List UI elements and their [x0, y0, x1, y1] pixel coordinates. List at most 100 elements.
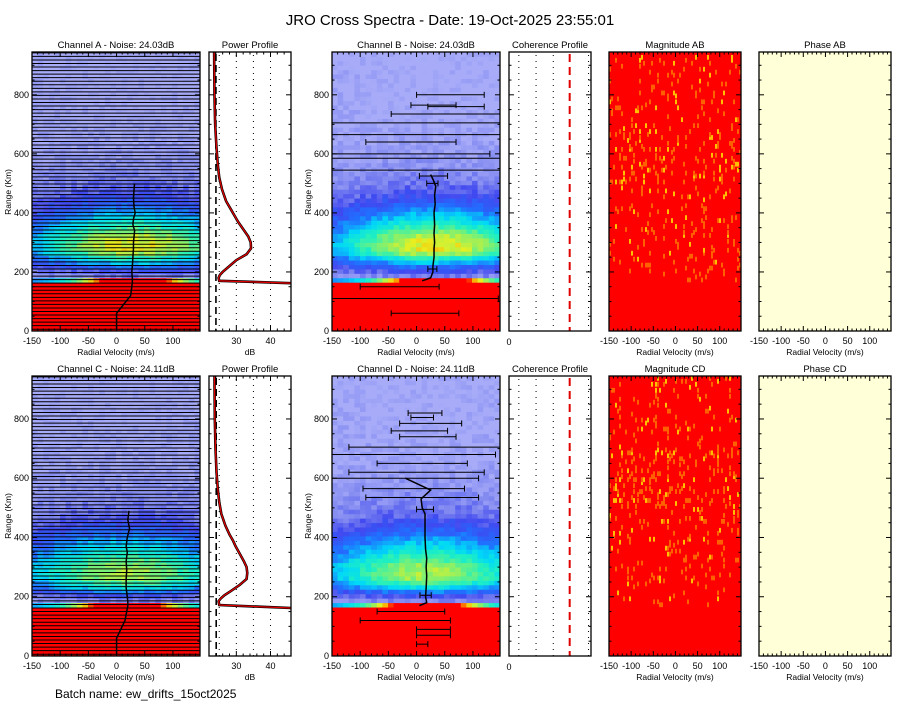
heatmap-cell [466, 131, 473, 137]
heatmap-cell [455, 122, 462, 128]
heatmap-cell [477, 238, 484, 243]
heatmap-cell [76, 52, 83, 57]
magnitude-cell [703, 99, 705, 105]
heatmap-cell [466, 264, 473, 270]
heatmap-cell [82, 83, 89, 88]
heatmap-cell [444, 224, 450, 230]
magnitude-cell [735, 215, 737, 220]
heatmap-cell [343, 65, 350, 71]
magnitude-cell [677, 244, 679, 250]
heatmap-cell [416, 83, 422, 88]
heatmap-cell [172, 91, 178, 97]
heatmap-cell [337, 52, 344, 57]
heatmap-cell [332, 74, 338, 79]
heatmap-cell [371, 78, 378, 84]
heatmap-cell [337, 211, 344, 217]
heatmap-cell [494, 273, 501, 279]
heatmap-cell [116, 211, 122, 217]
magnitude-cell [703, 158, 705, 164]
heatmap-cell [332, 282, 338, 288]
heatmap-cell [54, 269, 61, 274]
heatmap-cell [360, 198, 366, 203]
channel-b-ylabel: Range (Km) [303, 169, 313, 215]
heatmap-cell [348, 207, 355, 212]
heatmap-cell [460, 238, 467, 243]
heatmap-cell [138, 145, 145, 150]
heatmap-cell [76, 74, 83, 79]
heatmap-cell [121, 91, 128, 97]
heatmap-cell [477, 242, 484, 248]
heatmap-cell [160, 180, 167, 186]
heatmap-cell [455, 180, 462, 186]
heatmap-cell [421, 184, 428, 190]
magnitude-cell [625, 227, 627, 232]
heatmap-cell [488, 167, 495, 172]
heatmap-cell [388, 189, 394, 195]
heatmap-cell [393, 153, 400, 159]
heatmap-cell [421, 176, 428, 181]
heatmap-cell [360, 87, 366, 93]
heatmap-cell [427, 304, 434, 310]
heatmap-cell [466, 158, 473, 164]
channel-b-xlabel: Radial Velocity (m/s) [377, 347, 455, 357]
heatmap-cell [343, 238, 350, 243]
heatmap-cell [449, 162, 456, 168]
heatmap-cell [99, 251, 106, 257]
heatmap-cell [472, 273, 478, 279]
heatmap-cell [88, 193, 94, 199]
magnitude-cell [633, 209, 635, 215]
heatmap-cell [76, 198, 83, 203]
magnitude-cell [703, 111, 705, 117]
heatmap-cell [360, 264, 366, 270]
magnitude-cell [693, 230, 695, 235]
heatmap-cell [399, 56, 406, 62]
magnitude-cell [645, 102, 647, 108]
heatmap-cell [348, 326, 355, 332]
heatmap-cell [382, 65, 389, 71]
heatmap-cell [494, 171, 501, 177]
heatmap-cell [477, 322, 484, 327]
heatmap-cell [110, 251, 117, 257]
heatmap-cell [455, 96, 462, 102]
heatmap-cell [121, 229, 128, 234]
heatmap-cell [371, 300, 378, 305]
heatmap-cell [354, 326, 361, 332]
heatmap-cell [116, 87, 122, 93]
heatmap-cell [371, 114, 378, 119]
heatmap-cell [93, 260, 100, 265]
heatmap-cell [365, 56, 372, 62]
heatmap-cell [360, 326, 366, 332]
magnitude-cell [633, 152, 635, 158]
coherence-profile-title: Coherence Profile [512, 40, 588, 51]
magnitude-cell [645, 123, 647, 128]
heatmap-cell [455, 286, 462, 292]
heatmap-cell [110, 282, 117, 288]
heatmap-cell [104, 136, 111, 141]
heatmap-cell [399, 215, 406, 221]
heatmap-cell [404, 100, 411, 106]
heatmap-cell [449, 238, 456, 243]
heatmap-cell [427, 246, 434, 252]
heatmap-cell [371, 52, 378, 57]
heatmap-cell [337, 313, 344, 319]
heatmap-cell [32, 246, 38, 252]
heatmap-cell [144, 145, 150, 150]
heatmap-cell [127, 127, 134, 133]
heatmap-cell [332, 180, 338, 186]
heatmap-cell [138, 224, 145, 230]
heatmap-cell [188, 295, 195, 301]
channel-a-spectra-frame [31, 51, 201, 332]
heatmap-cell [466, 127, 473, 133]
heatmap-cell [382, 264, 389, 270]
heatmap-cell [432, 74, 439, 79]
magnitude-cell [711, 99, 713, 105]
heatmap-cell [332, 242, 338, 248]
heatmap-cell [166, 260, 173, 265]
heatmap-cell [410, 60, 417, 66]
heatmap-cell [332, 326, 338, 332]
heatmap-cell [149, 269, 156, 274]
magnitude-cell [613, 256, 615, 262]
heatmap-cell [460, 246, 467, 252]
heatmap-cell [360, 322, 366, 327]
heatmap-cell [388, 65, 394, 71]
